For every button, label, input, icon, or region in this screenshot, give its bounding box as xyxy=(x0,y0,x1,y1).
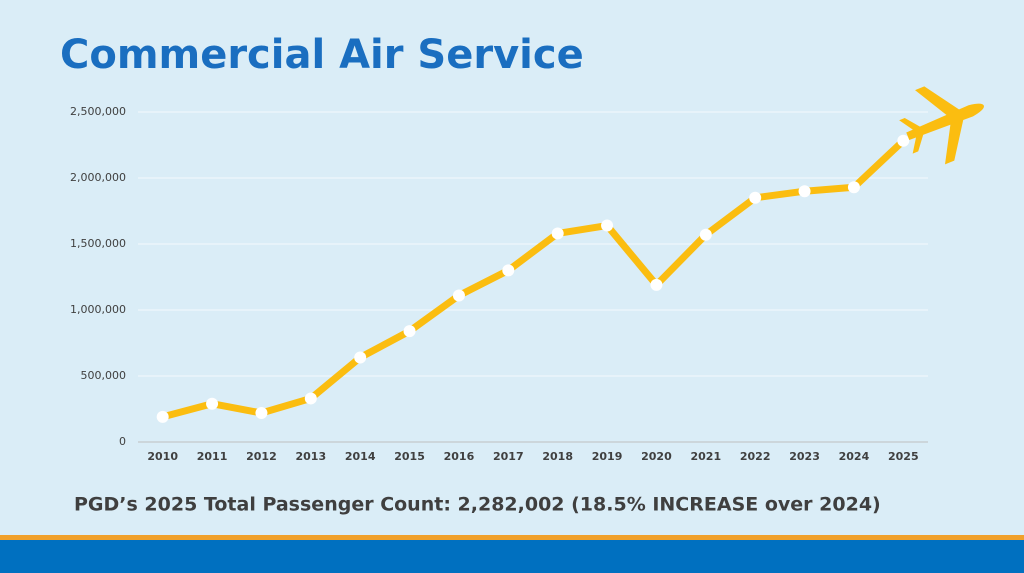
y-tick-label: 1,000,000 xyxy=(70,303,126,316)
x-tick-label: 2011 xyxy=(197,450,228,463)
x-tick-label: 2021 xyxy=(691,450,722,463)
annotation: PGD’s 2025 Total Passenger Count: 2,282,… xyxy=(74,494,881,516)
x-tick-label: 2014 xyxy=(345,450,376,463)
x-tick-label: 2019 xyxy=(592,450,623,463)
marker xyxy=(304,392,317,405)
marker xyxy=(452,289,465,302)
accent-stripe xyxy=(0,535,1024,540)
x-tick-label: 2015 xyxy=(394,450,425,463)
marker xyxy=(699,228,712,241)
marker xyxy=(897,134,910,147)
x-tick-label: 2016 xyxy=(444,450,475,463)
y-tick-label: 2,000,000 xyxy=(70,171,126,184)
footer-band xyxy=(0,540,1024,573)
y-tick-label: 2,500,000 xyxy=(70,105,126,118)
marker xyxy=(551,227,564,240)
x-tick-label: 2025 xyxy=(888,450,919,463)
marker xyxy=(206,397,219,410)
marker xyxy=(601,219,614,232)
x-tick-label: 2022 xyxy=(740,450,771,463)
x-tick-label: 2018 xyxy=(542,450,573,463)
x-tick-label: 2013 xyxy=(296,450,327,463)
marker xyxy=(749,191,762,204)
line xyxy=(161,138,906,421)
y-tick-label: 500,000 xyxy=(81,369,127,382)
marker xyxy=(255,406,268,419)
plot-area: 0 500,000 1,000,000 1,500,000 2,000,000 2,500… xyxy=(70,105,928,463)
marker xyxy=(502,264,515,277)
marker xyxy=(354,351,367,364)
x-tick-label: 2024 xyxy=(839,450,870,463)
y-tick-label: 0 xyxy=(119,435,126,448)
x-tick-label: 2020 xyxy=(641,450,672,463)
marker xyxy=(650,278,663,291)
marker xyxy=(847,181,860,194)
x-tick-label: 2017 xyxy=(493,450,524,463)
x-tick-label: 2012 xyxy=(246,450,277,463)
airplane-icon xyxy=(899,86,984,165)
y-tick-label: 1,500,000 xyxy=(70,237,126,250)
x-tick-label: 2023 xyxy=(789,450,820,463)
marker xyxy=(798,185,811,198)
marker xyxy=(403,325,416,338)
marker xyxy=(156,410,169,423)
chart-title: Commercial Air Service xyxy=(60,32,584,78)
x-tick-label: 2010 xyxy=(147,450,178,463)
